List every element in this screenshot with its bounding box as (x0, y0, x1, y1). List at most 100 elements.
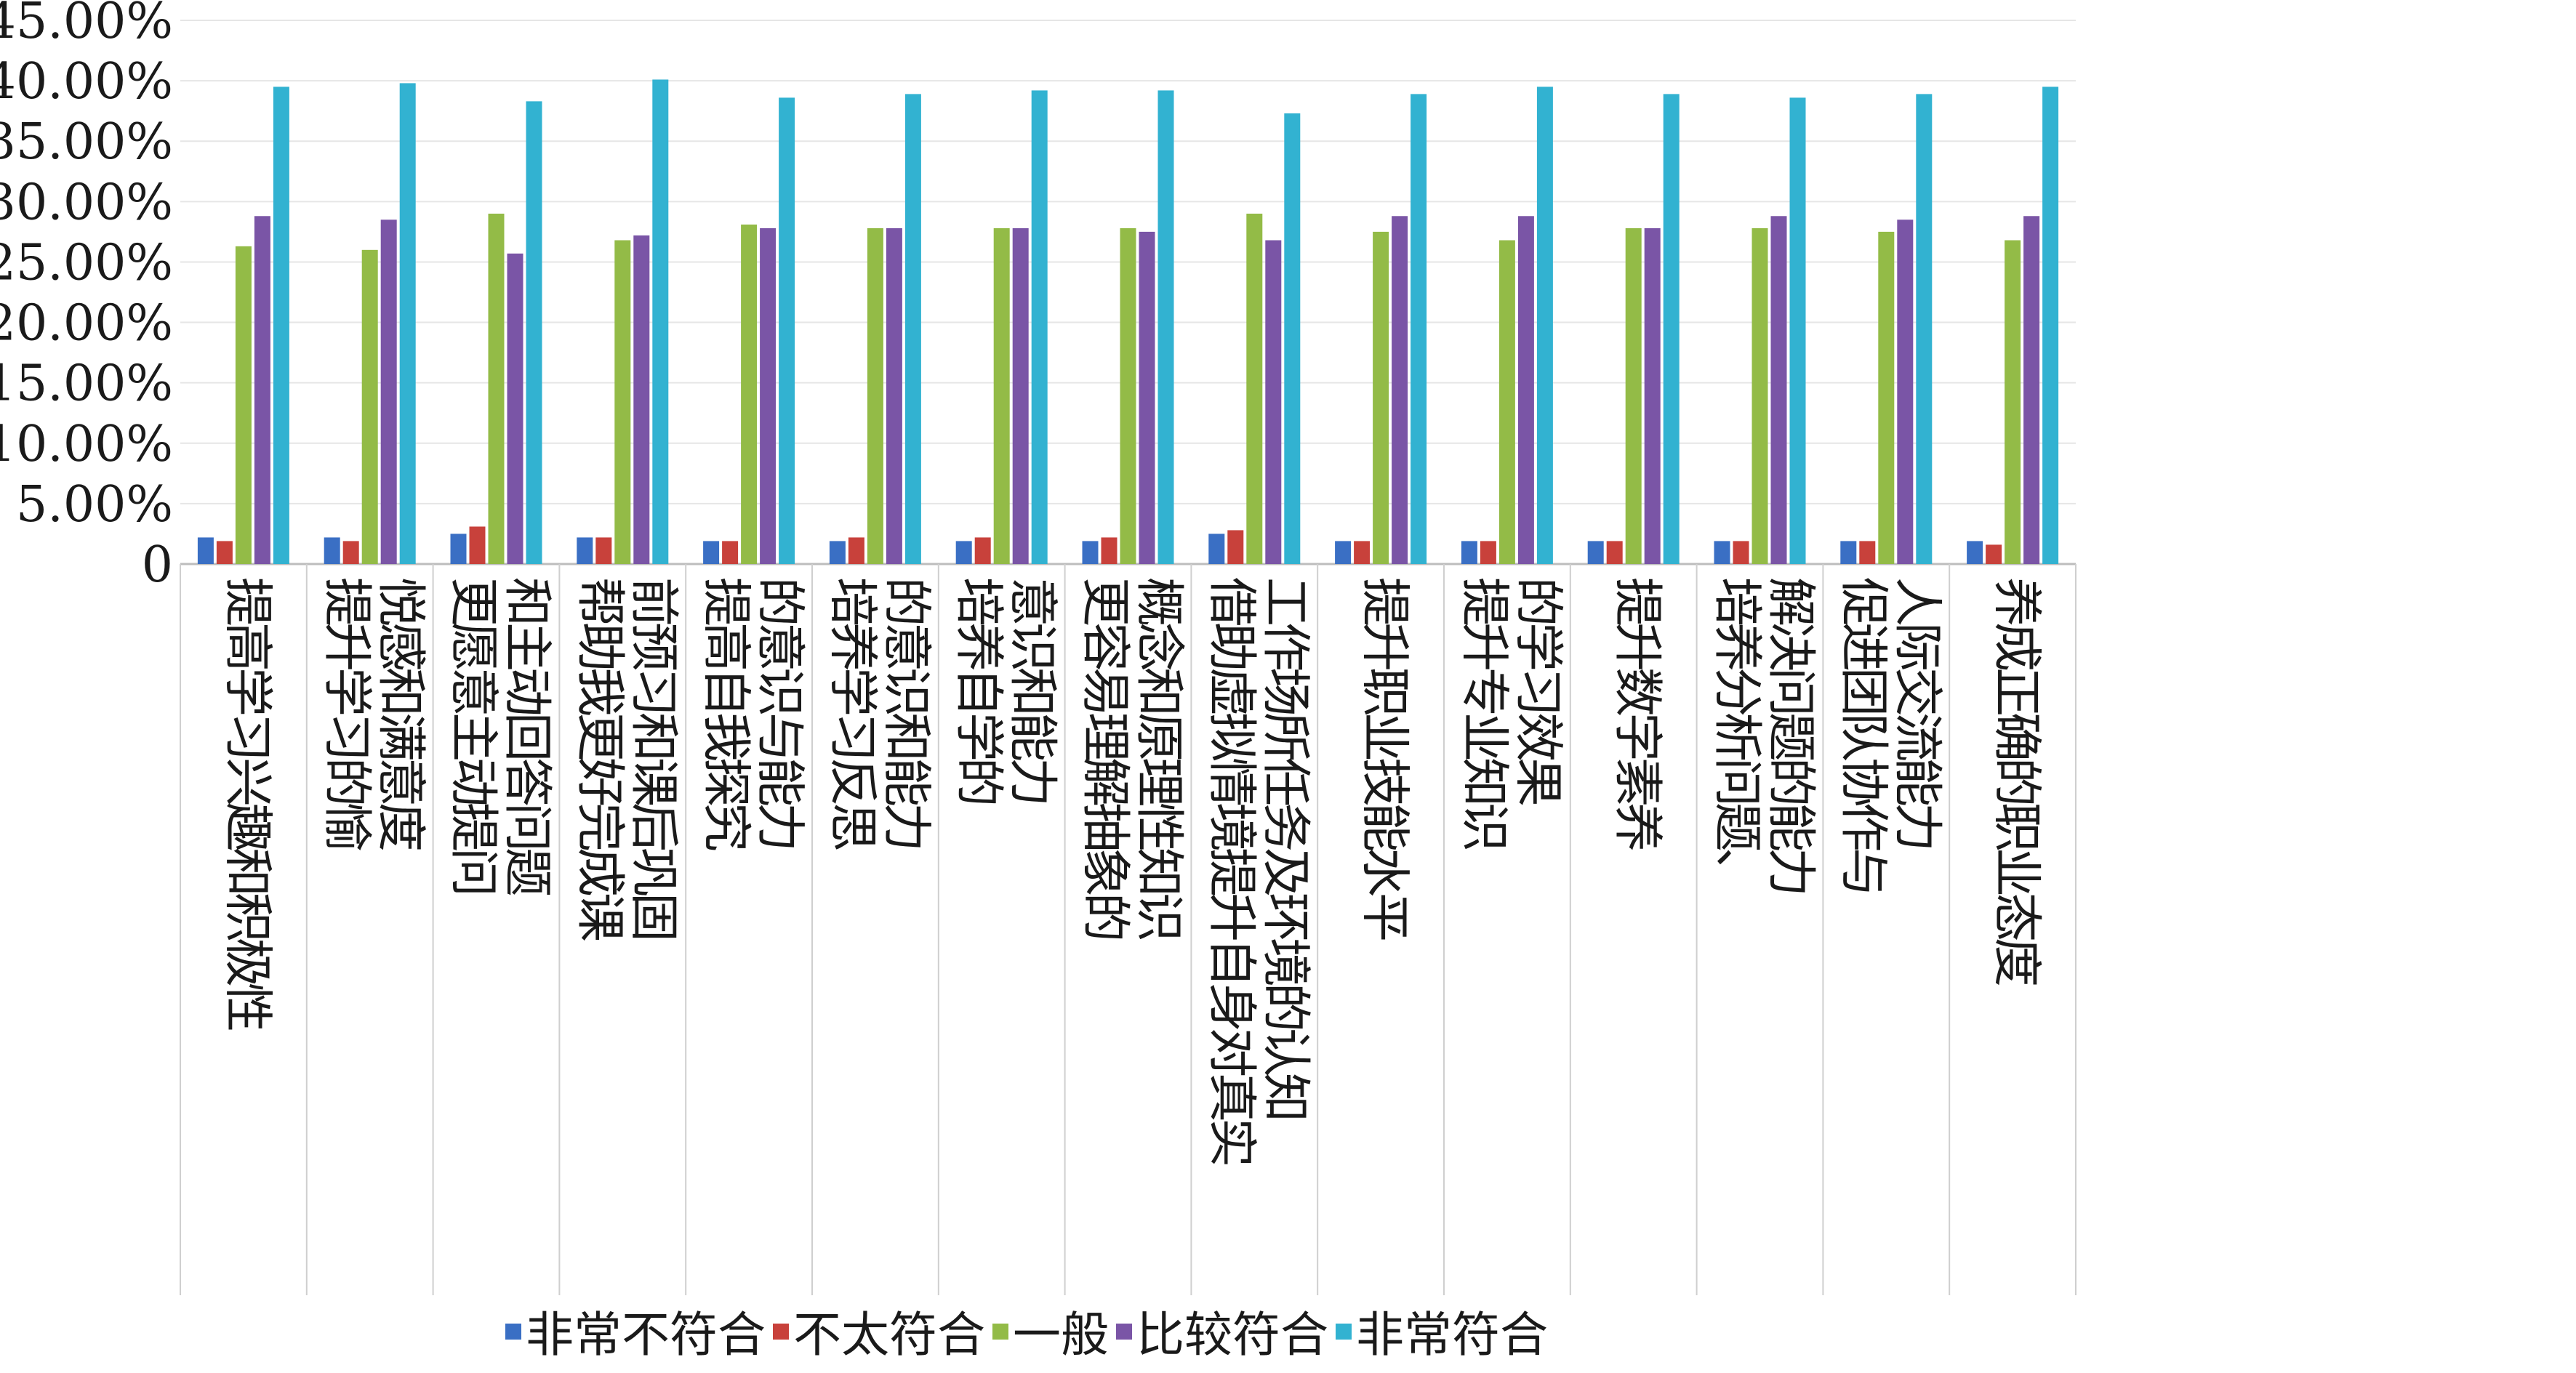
y-tick-label: 25.00% (0, 234, 173, 291)
category-label-char: 巩 (625, 847, 682, 897)
category-label-char: 自 (1203, 938, 1260, 987)
legend-swatch (992, 1324, 1008, 1340)
bar-比较符合-10 (1517, 216, 1534, 564)
category-label-char: 业 (1455, 712, 1512, 762)
category-label-char: 学 (218, 667, 276, 717)
category-label-char: 专 (1455, 667, 1512, 717)
category-label-char: 提 (1356, 577, 1413, 627)
bar-不太符合-13 (1859, 541, 1876, 564)
category-label-char: 升 (1203, 893, 1260, 942)
category-label-char: 升 (318, 622, 375, 672)
bar-非常不符合-12 (1714, 541, 1730, 564)
category-label-char: 自 (950, 667, 1007, 717)
bar-非常不符合-13 (1840, 541, 1857, 564)
category-label-char: 素 (1608, 757, 1666, 807)
category-label-char: 习 (218, 712, 276, 762)
bar-比较符合-7 (1139, 231, 1155, 564)
bar-非常符合-3 (652, 79, 669, 564)
bar-一般-12 (1752, 228, 1768, 564)
category-labels: 提高学习兴趣和积极性提升学习的愉悦感和满意度更愿意主动提问和主动回答问题帮助我更… (218, 577, 2045, 1167)
bar-一般-3 (614, 240, 631, 564)
category-label-char: 字 (1608, 712, 1666, 762)
y-tick-label: 20.00% (0, 295, 173, 353)
category-label-char: 水 (1356, 847, 1413, 897)
bar-比较符合-13 (1897, 220, 1914, 564)
bar-非常不符合-0 (197, 537, 214, 564)
bar-比较符合-3 (633, 235, 650, 564)
bar-非常不符合-7 (1082, 541, 1099, 564)
category-label-char: 所 (1256, 712, 1314, 762)
category-label-char: 培 (1708, 577, 1765, 627)
category-label-char: 原 (1130, 712, 1187, 762)
y-tick-label: 10.00% (0, 416, 173, 473)
category-label-char: 协 (1834, 757, 1892, 807)
bar-不太符合-0 (216, 541, 233, 564)
bar-比较符合-1 (380, 220, 397, 564)
category-label-char: 究 (697, 802, 755, 852)
bar-不太符合-1 (342, 541, 359, 564)
category-label-char: 念 (1130, 622, 1187, 672)
bar-不太符合-14 (1986, 544, 2002, 564)
bar-非常符合-14 (2042, 86, 2059, 564)
category-label-char: 反 (823, 757, 880, 807)
bar-非常符合-1 (399, 83, 416, 565)
category-label-char: 平 (1356, 893, 1413, 942)
category-label-char: 工 (1256, 577, 1314, 627)
bar-比较符合-6 (1012, 228, 1029, 564)
category-label-char: 解 (1076, 757, 1133, 807)
category-label-char: 的 (751, 577, 808, 627)
category-label-char: 更 (571, 712, 628, 762)
category-label-char: 理 (1076, 712, 1133, 762)
category-label-char: 习 (823, 712, 880, 762)
bar-一般-5 (867, 228, 883, 564)
category-label-char: 极 (218, 938, 276, 987)
category-label-char: 识 (1003, 622, 1061, 672)
category-label-char: 的 (1256, 983, 1314, 1032)
category-label-char: 满 (372, 712, 429, 762)
category-label-char: 的 (318, 757, 375, 807)
category-label-char: 问 (1708, 757, 1765, 807)
category-label-char: 学 (823, 667, 880, 717)
category-label-char: 业 (1988, 847, 2045, 897)
category-label-char: 提 (1203, 847, 1260, 897)
category-label-char: 态 (1988, 893, 2045, 942)
legend-swatch (505, 1324, 521, 1340)
bar-非常符合-11 (1663, 94, 1680, 564)
bar-非常不符合-2 (450, 534, 467, 564)
category-label-char: 确 (1988, 712, 2045, 762)
bar-非常符合-4 (779, 97, 795, 565)
category-label-char: 完 (571, 802, 628, 852)
category-label-char: 真 (1203, 1073, 1260, 1122)
category-label-char: 提 (697, 577, 755, 627)
bar-比较符合-8 (1265, 240, 1282, 564)
category-label-char: 、 (1708, 847, 1765, 897)
category-label-char: 环 (1256, 893, 1314, 942)
category-label-char: 性 (218, 983, 276, 1032)
category-label-char: 主 (498, 622, 555, 672)
bar-不太符合-3 (595, 537, 612, 564)
bar-非常符合-9 (1411, 94, 1427, 564)
category-label-char: 促 (1834, 577, 1892, 627)
category-label-char: 愿 (444, 622, 502, 672)
bar-非常符合-8 (1284, 113, 1301, 565)
bar-比较符合-11 (1644, 228, 1661, 564)
category-label-char: 问 (444, 847, 502, 897)
y-tick-label: 35.00% (0, 113, 173, 171)
category-label-char: 力 (877, 802, 934, 852)
category-label-char: 前 (625, 577, 682, 627)
category-label-char: 借 (1203, 577, 1260, 627)
category-label-char: 正 (1988, 667, 2045, 717)
category-label-char: 和 (625, 712, 682, 762)
category-label-char: 培 (823, 577, 880, 627)
category-label-char: 的 (1762, 757, 1819, 807)
category-label-char: 意 (751, 622, 808, 672)
bar-不太符合-2 (469, 526, 486, 564)
bar-一般-8 (1246, 213, 1263, 564)
category-label-char: 提 (218, 577, 276, 627)
